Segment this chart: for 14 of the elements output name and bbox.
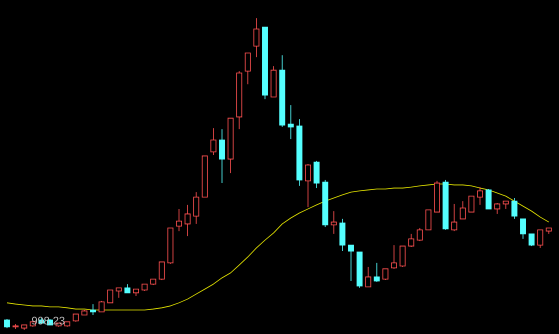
candlestick xyxy=(253,18,260,58)
candlestick xyxy=(184,204,191,236)
candlestick xyxy=(90,304,96,316)
candlestick xyxy=(219,128,225,184)
candlestick xyxy=(339,218,346,252)
candlestick xyxy=(210,128,216,156)
candlestick xyxy=(511,198,518,220)
candlestick xyxy=(176,208,182,232)
candlestick xyxy=(288,104,294,140)
candlestick xyxy=(314,160,320,188)
candlestick xyxy=(477,186,483,206)
candlestick xyxy=(12,324,19,330)
candlestick xyxy=(296,118,302,186)
candlestick xyxy=(330,210,337,234)
